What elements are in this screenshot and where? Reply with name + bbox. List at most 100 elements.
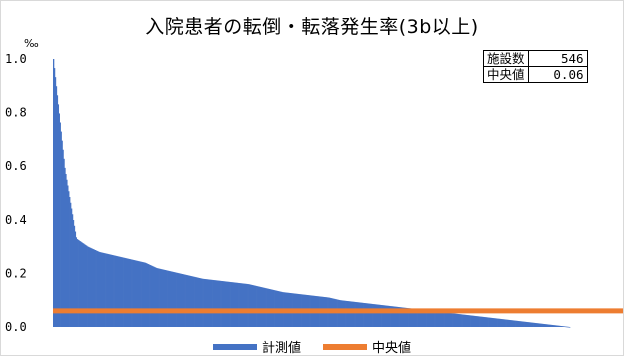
bar [195, 277, 197, 327]
legend-label: 中央値 [372, 341, 412, 356]
bar [188, 275, 190, 327]
bar [343, 300, 345, 327]
bar [192, 276, 194, 327]
bar [409, 308, 412, 327]
bar [87, 246, 89, 327]
bar [447, 312, 450, 327]
bar [220, 280, 222, 327]
bar [68, 191, 70, 327]
y-tick-label: 1.0 [5, 52, 27, 66]
bar [559, 325, 561, 327]
bar [512, 320, 514, 327]
bar [417, 309, 419, 327]
bar [172, 271, 174, 327]
bar [169, 271, 171, 327]
bar [389, 305, 391, 327]
bar [213, 280, 216, 327]
bar [516, 320, 519, 327]
bar [386, 305, 388, 327]
bar [176, 272, 178, 327]
bar [393, 306, 396, 327]
bar [381, 305, 383, 327]
bar [520, 321, 523, 327]
bar [141, 261, 143, 327]
bar [487, 317, 489, 327]
bar [551, 324, 553, 327]
bar [190, 276, 192, 327]
bar [477, 316, 479, 327]
bar [224, 281, 226, 327]
bar [234, 282, 237, 327]
bar [57, 104, 60, 327]
bar [565, 326, 567, 328]
bar [165, 270, 167, 327]
bar [365, 303, 367, 327]
bar [521, 321, 524, 327]
bar [207, 279, 209, 327]
bar [529, 322, 531, 327]
bar [163, 269, 166, 327]
bar [544, 324, 546, 327]
bar [527, 322, 529, 327]
bar [110, 254, 113, 327]
bar [70, 202, 72, 327]
bar [271, 289, 274, 327]
bar [462, 314, 464, 327]
bar [85, 245, 87, 327]
bar [550, 324, 552, 327]
bar [202, 278, 204, 327]
bar [66, 179, 68, 327]
bar [438, 311, 440, 327]
bar [227, 281, 229, 327]
bar [404, 307, 406, 327]
bar [532, 322, 534, 327]
bar [148, 264, 150, 327]
bar [149, 264, 151, 327]
bar [179, 273, 182, 327]
bar [363, 302, 365, 327]
bar [98, 251, 100, 327]
bar [145, 263, 148, 327]
bar [516, 320, 518, 327]
bar [131, 259, 133, 327]
bar [468, 315, 470, 327]
bar [443, 312, 445, 327]
bar [415, 309, 417, 327]
bar [463, 314, 466, 327]
bar [360, 302, 363, 327]
bar [379, 304, 381, 327]
legend-swatch [212, 343, 257, 350]
bar [498, 318, 500, 327]
bar [255, 285, 257, 327]
bar [209, 279, 211, 327]
bar [239, 283, 241, 327]
bar [430, 310, 433, 327]
bar [181, 274, 184, 327]
bar [173, 272, 175, 327]
bar [499, 318, 502, 327]
bar [445, 312, 448, 327]
bar [450, 313, 452, 327]
bar [490, 317, 492, 327]
bar [396, 306, 399, 327]
bar [568, 326, 570, 328]
bar [361, 302, 363, 327]
bar [241, 283, 243, 327]
bar [432, 311, 434, 327]
bar [409, 308, 411, 327]
bar [180, 273, 183, 327]
legend-item-measured: 計測値 [212, 337, 301, 356]
bar [250, 284, 253, 327]
bar [143, 262, 146, 327]
bar [71, 214, 74, 327]
y-tick-label: 0.8 [5, 106, 27, 120]
bar [478, 316, 480, 327]
bar [557, 325, 559, 327]
bar [440, 311, 442, 327]
bar [546, 324, 548, 327]
bar [78, 240, 80, 327]
bar [268, 289, 271, 327]
bar [522, 321, 524, 327]
bar [243, 283, 245, 327]
